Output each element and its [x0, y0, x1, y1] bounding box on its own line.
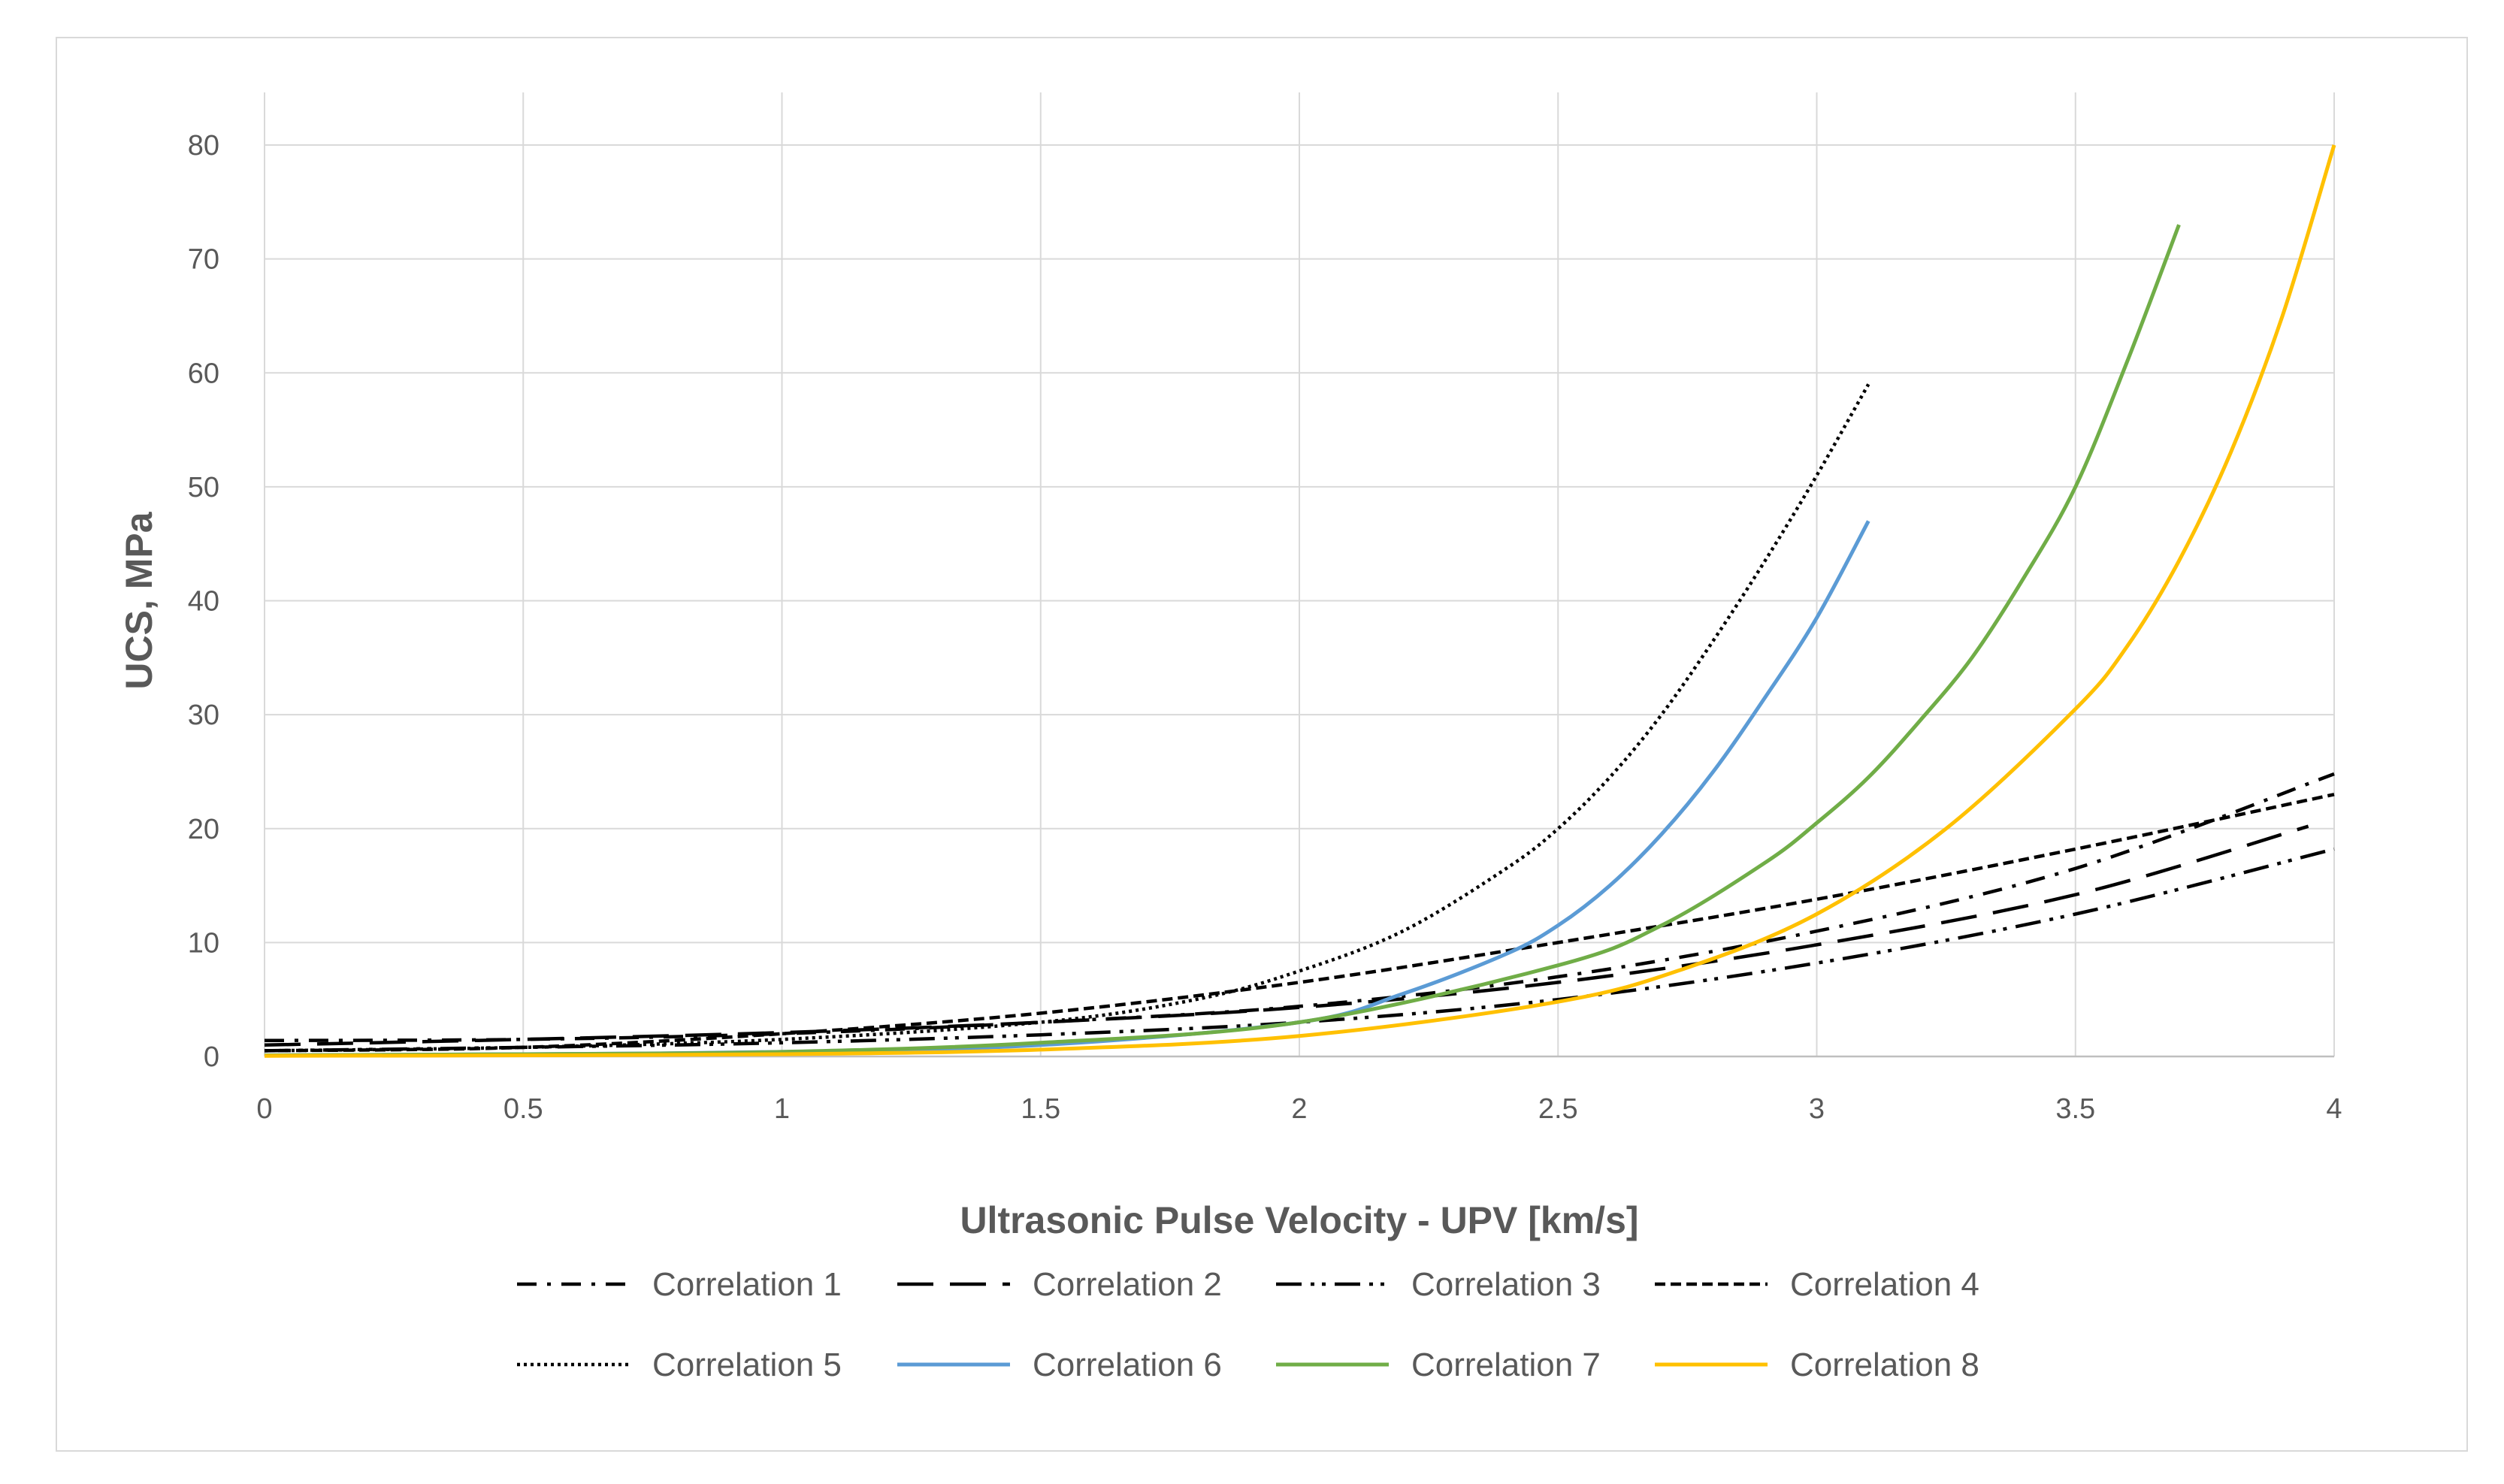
- y-tick-label: 50: [188, 472, 219, 503]
- series-line-7: [264, 224, 2181, 1057]
- x-tick-label: 1: [774, 1093, 790, 1125]
- series-line-8: [264, 144, 2336, 1058]
- x-tick-label: 2.5: [1538, 1093, 1578, 1125]
- y-tick-label: 80: [188, 130, 219, 162]
- y-tick-label: 60: [188, 358, 219, 389]
- legend-label-1: Correlation 1: [652, 1266, 842, 1303]
- x-axis-title: Ultrasonic Pulse Velocity - UPV [km/s]: [960, 1199, 1638, 1241]
- x-tick-label: 4: [2326, 1093, 2342, 1125]
- x-tick-label: 0.5: [504, 1093, 543, 1125]
- gridlines: [264, 92, 2335, 1056]
- legend-label-7: Correlation 7: [1411, 1346, 1601, 1383]
- y-tick-label: 70: [188, 244, 219, 276]
- y-tick-label: 20: [188, 814, 219, 845]
- y-tick-label: 40: [188, 586, 219, 618]
- series-line-5: [264, 383, 1870, 1053]
- legend: Correlation 1 Correlation 2 Correlation 3 C…: [517, 1266, 1979, 1383]
- x-tick-label: 0: [256, 1093, 272, 1125]
- x-tick-label: 3.5: [2055, 1093, 2095, 1125]
- legend-label-5: Correlation 5: [652, 1346, 842, 1383]
- x-tick-label: 3: [1809, 1093, 1825, 1125]
- y-tick-label: 0: [204, 1041, 219, 1073]
- series-line-2: [264, 824, 2309, 1047]
- legend-label-2: Correlation 2: [1033, 1266, 1222, 1303]
- x-tick-label: 2: [1291, 1093, 1307, 1125]
- y-tick-label: 10: [188, 927, 219, 959]
- legend-label-3: Correlation 3: [1411, 1266, 1601, 1303]
- legend-label-6: Correlation 6: [1033, 1346, 1222, 1383]
- y-tick-label: 30: [188, 700, 219, 731]
- plot-series: [264, 144, 2336, 1058]
- y-axis-title: UCS, MPa: [118, 511, 160, 689]
- legend-label-8: Correlation 8: [1790, 1346, 1979, 1383]
- legend-label-4: Correlation 4: [1790, 1266, 1979, 1303]
- chart-frame: 0 0.5 1 1.5 2 2.5 3 3.5 4 0 10 20 30 40 50 60 70 80 Ultra…: [56, 37, 2468, 1452]
- x-tick-label: 1.5: [1021, 1093, 1060, 1125]
